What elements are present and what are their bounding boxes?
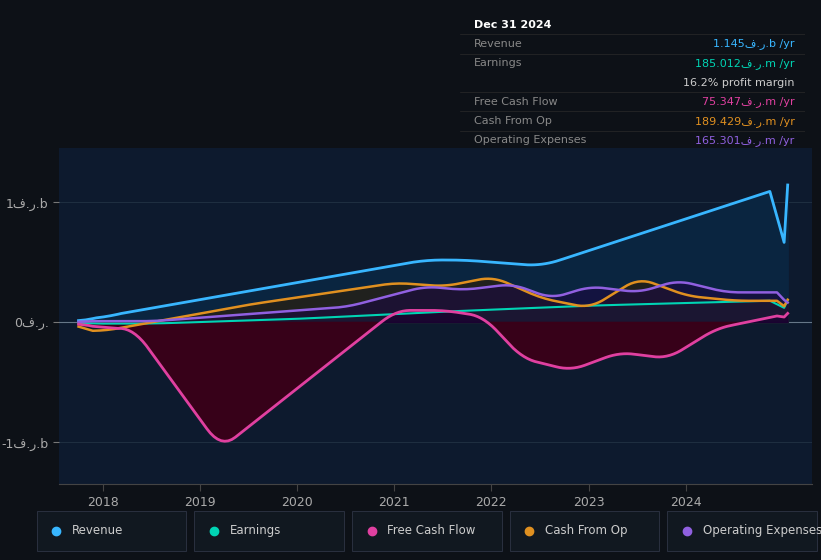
Text: 1.145ف.ر.b /yr: 1.145ف.ر.b /yr — [713, 39, 795, 49]
FancyBboxPatch shape — [352, 511, 502, 550]
Text: Free Cash Flow: Free Cash Flow — [388, 524, 475, 537]
Text: Revenue: Revenue — [474, 39, 522, 49]
Text: Dec 31 2024: Dec 31 2024 — [474, 20, 551, 30]
Text: 75.347ف.ر.m /yr: 75.347ف.ر.m /yr — [702, 96, 795, 108]
Text: Operating Expenses: Operating Expenses — [474, 136, 586, 146]
Text: 189.429ف.ر.m /yr: 189.429ف.ر.m /yr — [695, 115, 795, 127]
Text: Cash From Op: Cash From Op — [474, 116, 552, 126]
Text: Cash From Op: Cash From Op — [545, 524, 627, 537]
Text: Earnings: Earnings — [474, 58, 522, 68]
Text: Free Cash Flow: Free Cash Flow — [474, 97, 557, 107]
Text: Revenue: Revenue — [72, 524, 123, 537]
Text: Earnings: Earnings — [230, 524, 281, 537]
Text: 185.012ف.ر.m /yr: 185.012ف.ر.m /yr — [695, 58, 795, 69]
Text: 165.301ف.ر.m /yr: 165.301ف.ر.m /yr — [695, 135, 795, 146]
Text: Operating Expenses: Operating Expenses — [703, 524, 821, 537]
FancyBboxPatch shape — [37, 511, 186, 550]
FancyBboxPatch shape — [510, 511, 659, 550]
FancyBboxPatch shape — [195, 511, 344, 550]
Text: 16.2% profit margin: 16.2% profit margin — [683, 77, 795, 87]
FancyBboxPatch shape — [667, 511, 817, 550]
